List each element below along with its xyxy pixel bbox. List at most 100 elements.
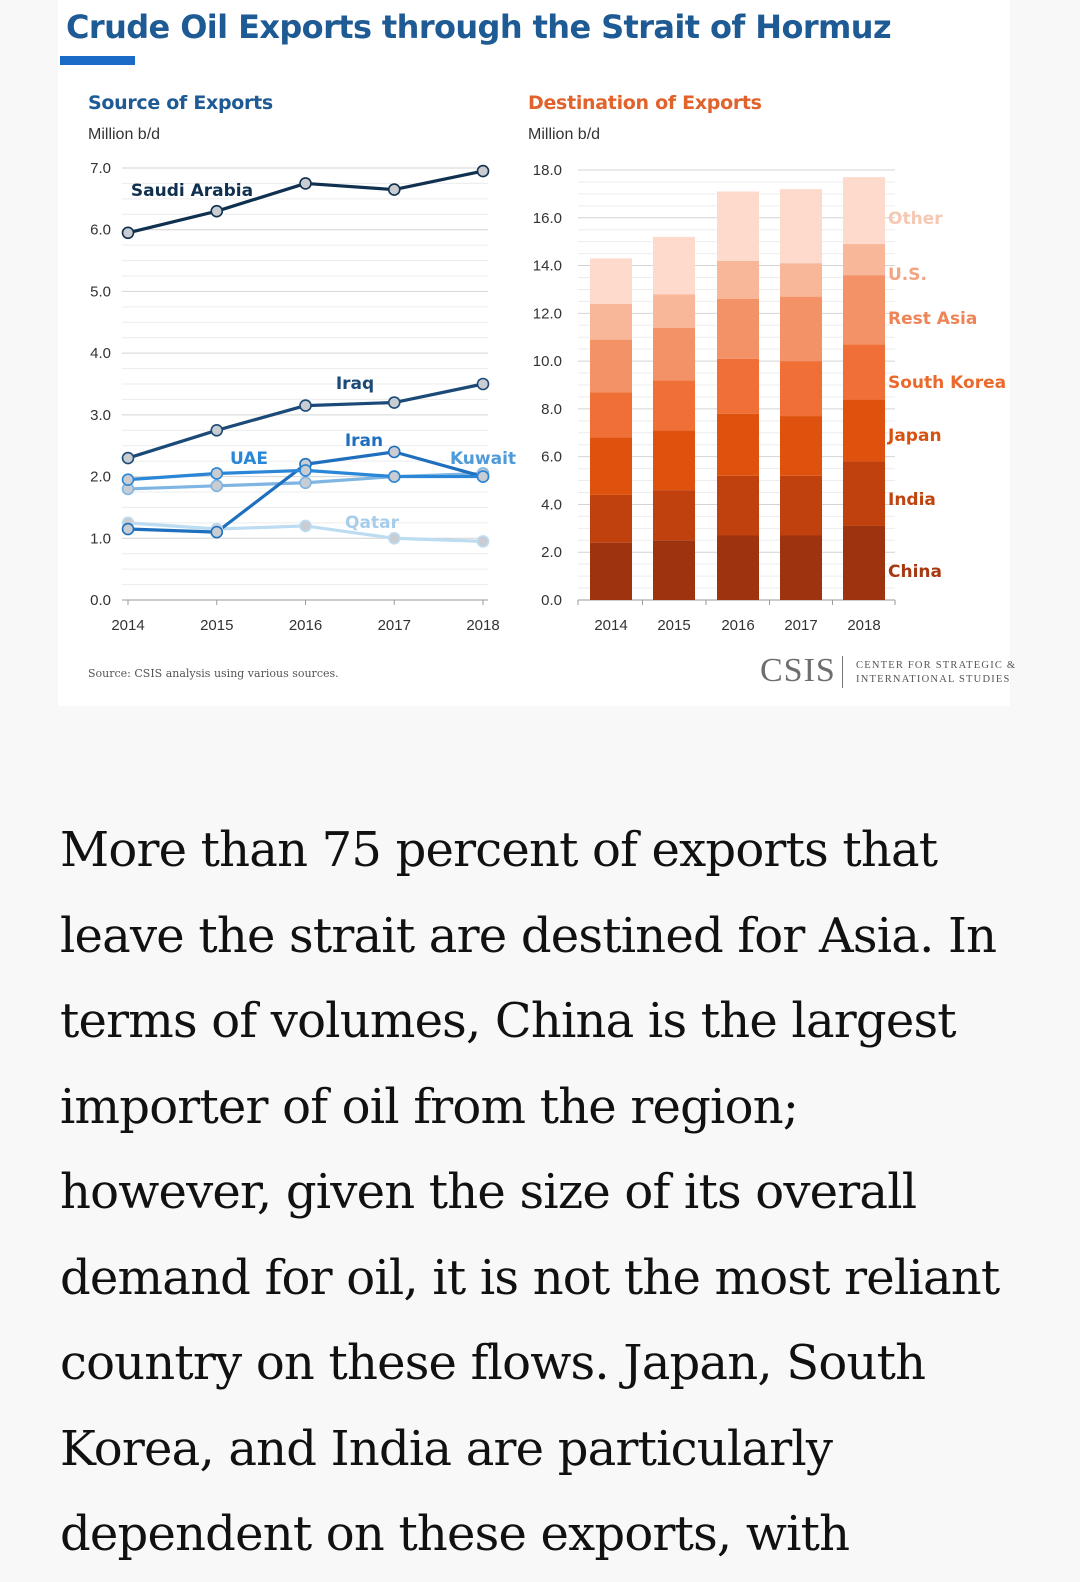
y-tick-label: 2.0	[541, 544, 562, 561]
bar-segment-japan	[653, 430, 695, 491]
data-point	[387, 396, 401, 409]
data-point	[476, 164, 490, 178]
legend-label: India	[888, 490, 936, 510]
y-tick-label: 2.0	[90, 469, 111, 486]
bar-segment-other	[590, 258, 632, 304]
x-tick-label: 2018	[466, 617, 499, 634]
bar-segment-rest-asia	[717, 299, 759, 359]
data-point	[299, 177, 312, 190]
bar-segment-other	[653, 236, 695, 295]
bar-segment-rest-asia	[780, 296, 822, 362]
bar-segment-india	[653, 490, 695, 541]
legend-label: Japan	[887, 426, 942, 446]
y-tick-label: 3.0	[90, 407, 111, 424]
source-chart-unit: Million b/d	[88, 126, 161, 143]
bar-segment-rest-asia	[653, 327, 695, 381]
bar-segment-india	[590, 494, 632, 543]
y-tick-label: 0.0	[90, 592, 111, 609]
bar-segment-rest-asia	[590, 339, 632, 393]
csis-logo: CSIS CENTER FOR STRATEGIC & INTERNATIONA…	[760, 650, 1015, 692]
data-point	[387, 531, 401, 545]
bar-segment-india	[843, 461, 885, 526]
bar-segment-u-s-	[717, 260, 759, 299]
y-tick-label: 6.0	[90, 222, 111, 239]
csis-logo-divider	[842, 656, 843, 688]
y-tick-label: 1.0	[90, 530, 111, 547]
data-point	[210, 423, 224, 437]
data-point	[121, 451, 135, 465]
data-point	[121, 473, 135, 486]
series-line-iraq	[127, 382, 484, 460]
bar-segment-china	[843, 525, 885, 600]
series-label: Kuwait	[450, 449, 516, 469]
bar-segment-other	[843, 177, 885, 245]
bar-segment-u-s-	[780, 263, 822, 297]
x-tick-label: 2017	[784, 617, 817, 634]
y-tick-label: 0.0	[541, 592, 562, 609]
y-tick-label: 14.0	[533, 258, 562, 275]
series-label: Iraq	[336, 374, 374, 394]
series-label: Qatar	[345, 513, 400, 533]
bar-segment-u-s-	[653, 294, 695, 328]
csis-logo-line2: INTERNATIONAL STUDIES	[856, 674, 1011, 685]
bar-segment-other	[780, 189, 822, 264]
bar-segment-india	[717, 475, 759, 536]
bar-segment-other	[717, 191, 759, 261]
bar-segment-china	[717, 535, 759, 600]
series-label: Iran	[345, 431, 383, 451]
source-line-chart: 0.0 1.0 2.0 3.0 4.0 5.0 6.0 7.0 2014 2015 2016 2017…	[90, 160, 516, 634]
bar-segment-south-korea	[653, 380, 695, 431]
y-tick-label: 16.0	[533, 210, 562, 227]
bar-segment-u-s-	[843, 244, 885, 276]
x-tick-label: 2016	[289, 617, 322, 634]
bar-segment-india	[780, 475, 822, 536]
data-point	[210, 479, 224, 493]
csis-logo-fullname: CENTER FOR STRATEGIC & INTERNATIONAL STU…	[856, 659, 1016, 687]
bar-segment-south-korea	[780, 361, 822, 417]
data-point	[476, 377, 490, 391]
data-point	[387, 445, 401, 459]
destination-bar-chart: 0.0 2.0 4.0 6.0 8.0 10.0 12.0 14.0 16.0 18.0 2014 2…	[533, 162, 1006, 634]
y-tick-label: 4.0	[541, 496, 562, 513]
bar-segment-rest-asia	[843, 275, 885, 345]
bar-segment-u-s-	[590, 303, 632, 340]
series-label: Saudi Arabia	[131, 181, 253, 201]
legend-label: U.S.	[888, 265, 927, 285]
y-tick-label: 10.0	[533, 353, 562, 370]
chart-title: Crude Oil Exports through the Strait of …	[66, 8, 892, 46]
bar-segment-south-korea	[843, 344, 885, 400]
bar-segment-japan	[780, 416, 822, 476]
x-tick-label: 2017	[378, 617, 411, 634]
data-point	[121, 226, 135, 240]
x-tick-label: 2015	[657, 617, 690, 634]
y-tick-label: 7.0	[90, 160, 111, 177]
legend-label: South Korea	[888, 373, 1006, 393]
y-tick-label: 4.0	[90, 345, 111, 362]
source-note: Source: CSIS analysis using various sour…	[88, 667, 339, 680]
data-point	[299, 464, 312, 477]
data-point	[299, 476, 312, 490]
x-tick-label: 2014	[111, 617, 144, 634]
legend-label: Rest Asia	[888, 309, 977, 329]
destination-chart-unit: Million b/d	[528, 126, 601, 143]
data-point	[476, 470, 490, 483]
data-point	[210, 525, 224, 539]
data-point	[210, 467, 224, 480]
y-tick-label: 6.0	[541, 449, 562, 466]
csis-logo-word: CSIS	[760, 652, 836, 689]
bar-segment-south-korea	[590, 392, 632, 438]
source-chart-title: Source of Exports	[88, 92, 273, 114]
data-point	[476, 535, 490, 548]
data-point	[387, 470, 401, 483]
y-tick-label: 18.0	[533, 162, 562, 179]
x-tick-label: 2016	[721, 617, 754, 634]
bar-segment-china	[780, 535, 822, 600]
legend-label: Other	[888, 209, 943, 229]
article-paragraph: More than 75 percent of exports that lea…	[60, 822, 1000, 1562]
bar-segment-japan	[590, 437, 632, 495]
destination-chart-title: Destination of Exports	[528, 92, 762, 114]
bar-segment-japan	[843, 399, 885, 462]
charts-svg: 0.0 1.0 2.0 3.0 4.0 5.0 6.0 7.0 2014 2015 2016 2017…	[90, 160, 1006, 634]
csis-logo-line1: CENTER FOR STRATEGIC &	[856, 660, 1017, 671]
legend-label: China	[888, 562, 942, 582]
